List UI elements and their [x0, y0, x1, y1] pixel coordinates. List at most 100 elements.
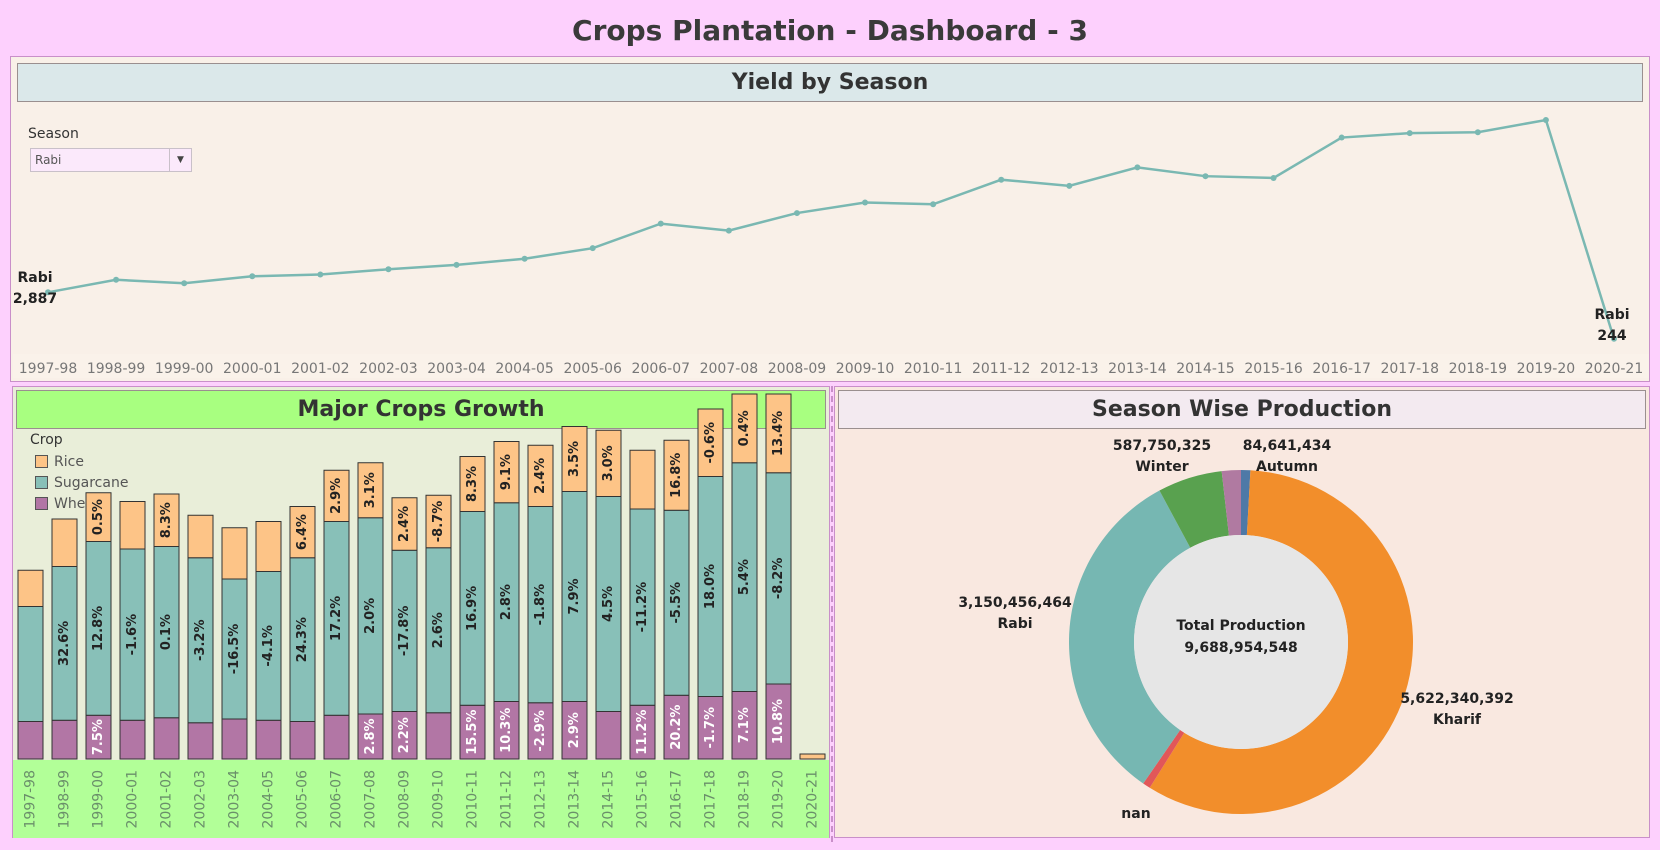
bar-segment-rice — [391, 497, 418, 551]
bar-data-label: 8.3% — [465, 466, 480, 502]
bar-data-label: 0.1% — [159, 614, 174, 650]
bar-category-label: 2002-03 — [193, 770, 209, 829]
yield-point — [1134, 164, 1141, 171]
donut-center-label: Total Production — [1176, 618, 1305, 634]
bar-data-label: 2.6% — [431, 612, 446, 648]
x-tick-label: 2012-13 — [1040, 361, 1099, 377]
bar-segment-sugarcane — [119, 548, 146, 721]
bar-segment-sugarcane — [187, 557, 214, 724]
bar-segment-wheat — [323, 714, 350, 760]
bar-data-label: -1.6% — [125, 614, 140, 655]
bar-segment-rice — [17, 569, 44, 607]
bar-category-label: 1998-99 — [57, 770, 73, 829]
bar-segment-rice — [493, 441, 520, 504]
yield-point — [1542, 117, 1549, 123]
bar-data-label: 12.8% — [91, 606, 106, 651]
yield-point — [1611, 335, 1617, 342]
bar-segment-wheat — [629, 704, 656, 760]
bar-data-label: 2.8% — [499, 584, 514, 620]
x-tick-label: 1997-98 — [19, 361, 78, 377]
bar-data-label: 10.8% — [771, 699, 786, 744]
x-tick-label: 2002-03 — [359, 361, 418, 377]
bar-segment-wheat — [765, 683, 792, 760]
growth-panel-header: Major Crops Growth — [16, 390, 826, 429]
donut-name-label: Winter — [1135, 459, 1188, 475]
bar-data-label: 2.0% — [363, 598, 378, 634]
yield-point — [317, 271, 324, 278]
bar-segment-rice — [663, 439, 690, 511]
bar-segment-rice — [255, 521, 282, 572]
bar-data-label: -11.2% — [635, 582, 650, 633]
bar-data-label: 6.4% — [295, 514, 310, 550]
season-filter-dropdown[interactable]: Rabi ▼ — [30, 148, 192, 172]
bar-segment-rice — [561, 426, 588, 492]
bar-segment-rice — [289, 506, 316, 559]
x-tick-label: 2009-10 — [836, 361, 895, 377]
bar-data-label: -16.5% — [227, 624, 242, 675]
x-tick-label: 2000-01 — [223, 361, 282, 377]
bar-data-label: 18.0% — [703, 564, 718, 609]
bar-segment-sugarcane — [697, 476, 724, 697]
bar-data-label: 20.2% — [669, 705, 684, 750]
bar-data-label: 2.9% — [567, 712, 582, 748]
bar-segment-sugarcane — [289, 557, 316, 722]
donut-value-label: 5,622,340,392 — [1400, 691, 1513, 707]
bar-segment-sugarcane — [323, 521, 350, 716]
x-tick-label: 2014-15 — [1176, 361, 1235, 377]
x-tick-label: 2011-12 — [972, 361, 1031, 377]
bar-segment-wheat — [391, 711, 418, 760]
bar-data-label: 13.4% — [771, 411, 786, 456]
x-tick-label: 2004-05 — [495, 361, 554, 377]
wheat-swatch — [35, 497, 48, 510]
bar-segment-sugarcane — [391, 549, 418, 712]
annotation-value: 244 — [1597, 328, 1626, 344]
bar-segment-wheat — [425, 712, 452, 760]
bar-segment-wheat — [187, 722, 214, 760]
bar-category-label: 2018-19 — [737, 770, 753, 829]
x-tick-label: 2015-16 — [1244, 361, 1303, 377]
bar-segment-sugarcane — [221, 578, 248, 720]
bar-data-label: 7.1% — [737, 707, 752, 743]
bar-segment-wheat — [663, 694, 690, 760]
bar-segment-rice — [697, 408, 724, 477]
bar-segment-sugarcane — [17, 606, 44, 722]
bar-category-label: 2006-07 — [329, 770, 345, 829]
bar-segment-sugarcane — [629, 508, 656, 706]
bar-data-label: -1.7% — [703, 707, 718, 748]
panel-divider — [831, 386, 833, 842]
donut-slice-autumn — [1241, 470, 1251, 536]
bar-segment-wheat — [357, 713, 384, 760]
bar-segment-sugarcane — [731, 462, 758, 692]
donut-center — [1134, 535, 1348, 749]
bar-data-label: 9.1% — [499, 454, 514, 490]
season-filter-label: Season — [28, 126, 79, 142]
bar-data-label: 17.2% — [329, 596, 344, 641]
bar-segment-rice — [51, 518, 78, 567]
bar-segment-sugarcane — [663, 509, 690, 696]
bar-data-label: 16.8% — [669, 453, 684, 498]
legend-item-rice[interactable]: Rice — [30, 451, 128, 472]
bar-category-label: 2016-17 — [669, 770, 685, 829]
bar-segment-rice — [357, 462, 384, 519]
bar-segment-wheat — [289, 721, 316, 760]
yield-point — [793, 210, 800, 217]
bar-category-label: 2010-11 — [465, 770, 481, 829]
chevron-down-icon[interactable]: ▼ — [169, 149, 191, 171]
x-tick-label: 2013-14 — [1108, 361, 1167, 377]
x-tick-label: 1999-00 — [155, 361, 214, 377]
donut-value-label: 587,750,325 — [1113, 438, 1211, 454]
legend-item-sugarcane[interactable]: Sugarcane — [30, 472, 128, 493]
bar-segment-rice — [119, 501, 146, 550]
yield-point — [1202, 173, 1209, 180]
yield-by-season-panel: Yield by Season — [10, 56, 1650, 382]
x-tick-label: 2020-21 — [1585, 361, 1644, 377]
bar-segment-wheat — [85, 714, 112, 760]
yield-point — [589, 245, 596, 252]
bar-segment-rice — [799, 753, 826, 760]
donut-nan-label: nan — [1121, 806, 1150, 822]
yield-point — [930, 201, 937, 208]
donut-slice-other — [1221, 470, 1241, 536]
bar-segment-rice — [459, 456, 486, 512]
yield-point — [521, 255, 528, 262]
donut-slice-winter — [1159, 471, 1229, 548]
